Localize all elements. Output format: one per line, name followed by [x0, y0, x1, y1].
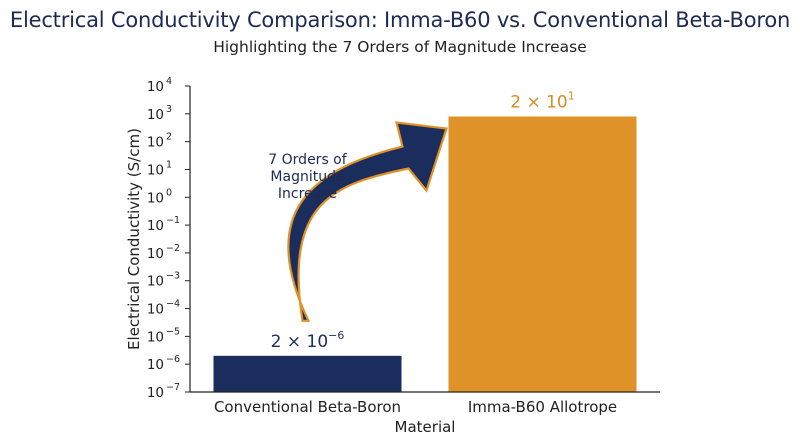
bar-value-label-1: 2 × 101 — [510, 90, 575, 113]
x-tick-label-0: Conventional Beta-Boron — [214, 398, 401, 416]
bar-value-exponent-0: −6 — [328, 329, 344, 342]
y-tick-label-5: 10 — [147, 218, 164, 234]
y-tick-label-11: 10 — [147, 385, 164, 401]
x-tick-label-1: Imma-B60 Allotrope — [468, 398, 617, 416]
x-axis-label: Material — [395, 418, 456, 436]
y-tick-label-9: 10 — [147, 329, 164, 345]
annotation-arrow — [287, 121, 448, 322]
y-tick-exponent-8: −4 — [166, 299, 180, 310]
bar-value-mantissa-0: 2 × 10 — [271, 332, 329, 352]
y-tick-base-9: 10 — [147, 329, 164, 345]
y-tick-exponent-9: −5 — [166, 326, 180, 337]
axes-group — [189, 86, 660, 393]
bar-value-mantissa-1: 2 × 10 — [510, 93, 568, 113]
curved-arrow-shape — [287, 121, 448, 322]
y-tick-base-6: 10 — [147, 246, 164, 262]
y-tick-label-1: 10 — [147, 107, 164, 123]
y-tick-base-1: 10 — [147, 107, 164, 123]
y-ticks-group: 10 410 310 210 110 010 −110 −210 −310 −410 −510 −61… — [147, 76, 190, 401]
annotation-line-2: Increase — [278, 186, 337, 202]
y-tick-base-5: 10 — [147, 218, 164, 234]
y-tick-base-2: 10 — [147, 135, 164, 151]
y-tick-label-7: 10 — [147, 274, 164, 290]
y-tick-label-6: 10 — [147, 246, 164, 262]
bars-group — [213, 116, 637, 393]
y-tick-base-11: 10 — [147, 385, 164, 401]
chart-title: Electrical Conductivity Comparison: Imma… — [9, 8, 791, 32]
y-tick-label-10: 10 — [147, 357, 164, 373]
y-tick-base-3: 10 — [147, 162, 164, 178]
y-tick-label-2: 10 — [147, 135, 164, 151]
annotation-line-1: Magnitude — [270, 169, 344, 185]
bar-1 — [448, 116, 637, 393]
y-tick-exponent-10: −6 — [166, 354, 180, 365]
y-tick-base-7: 10 — [147, 274, 164, 290]
annotation-line-0: 7 Orders of — [268, 152, 347, 168]
y-tick-base-8: 10 — [147, 302, 164, 318]
y-tick-label-8: 10 — [147, 302, 164, 318]
y-tick-exponent-1: 3 — [166, 104, 172, 115]
y-tick-base-10: 10 — [147, 357, 164, 373]
y-tick-label-3: 10 — [147, 162, 164, 178]
y-tick-label-4: 10 — [147, 190, 164, 206]
bar-value-label-0: 2 × 10−6 — [271, 329, 345, 352]
y-axis-label: Electrical Conductivity (S/cm) — [125, 128, 143, 350]
y-tick-exponent-7: −3 — [166, 271, 180, 282]
y-tick-exponent-2: 2 — [166, 132, 172, 143]
bar-value-exponent-1: 1 — [568, 90, 575, 103]
y-tick-exponent-11: −7 — [166, 382, 180, 393]
y-tick-base-4: 10 — [147, 190, 164, 206]
y-tick-exponent-5: −1 — [166, 215, 180, 226]
y-tick-base-0: 10 — [147, 79, 164, 95]
chart-subtitle: Highlighting the 7 Orders of Magnitude I… — [213, 38, 587, 56]
y-tick-exponent-3: 1 — [166, 159, 172, 170]
y-tick-exponent-4: 0 — [166, 187, 172, 198]
bar-0 — [213, 355, 402, 392]
y-tick-exponent-6: −2 — [166, 243, 180, 254]
y-tick-label-0: 10 — [147, 79, 164, 95]
y-tick-exponent-0: 4 — [166, 76, 172, 87]
